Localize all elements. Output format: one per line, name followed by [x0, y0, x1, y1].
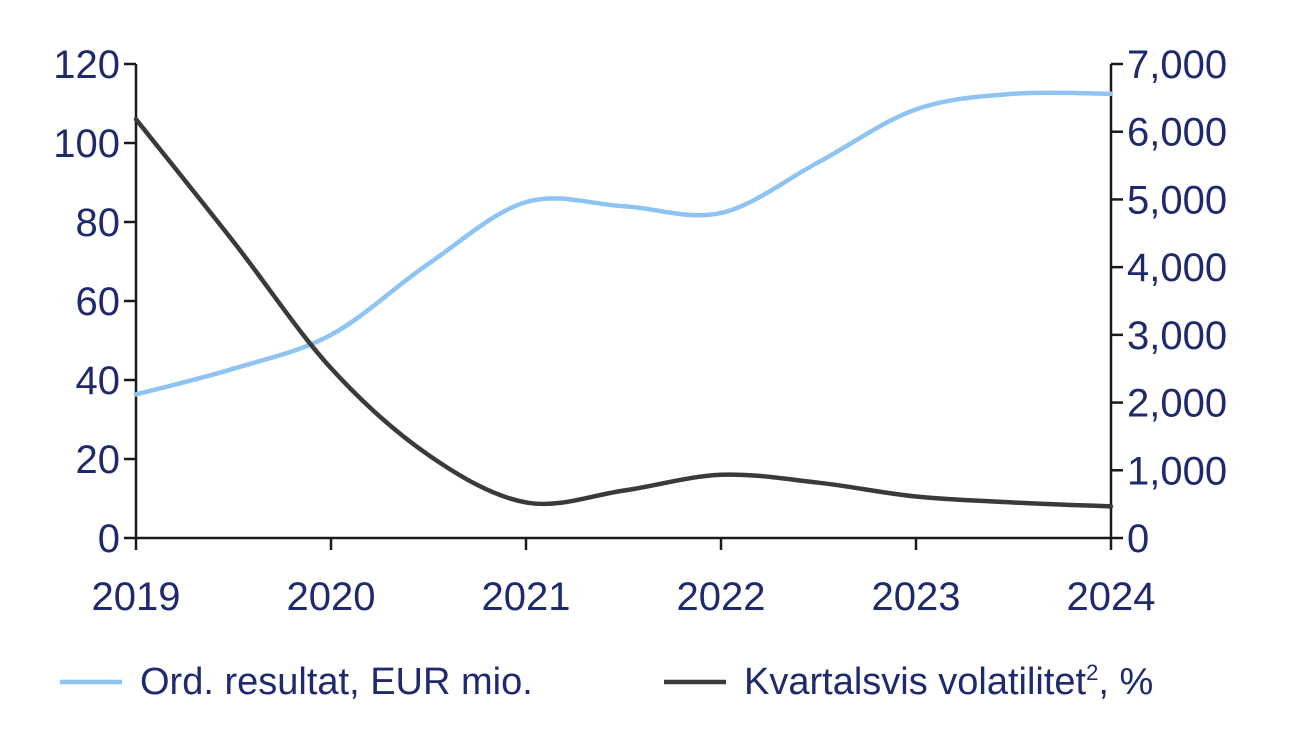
right-tick-label: 3,000 — [1127, 314, 1227, 358]
x-tick-label: 2021 — [482, 575, 571, 619]
left-tick-label: 0 — [98, 517, 120, 561]
x-tick-label: 2022 — [677, 575, 766, 619]
right-tick-label: 7,000 — [1127, 43, 1227, 87]
chart-series — [133, 90, 1114, 509]
x-tick-label: 2023 — [872, 575, 961, 619]
right-tick-label: 6,000 — [1127, 111, 1227, 155]
x-tick-label: 2019 — [92, 575, 181, 619]
right-axis-ticks: 0 1,000 2,000 3,000 4,000 5,000 6,000 7,000 — [1111, 43, 1227, 561]
legend-label-ord-resultat: Ord. resultat, EUR mio. — [140, 661, 533, 703]
right-tick-label: 1,000 — [1127, 449, 1227, 493]
right-tick-label: 5,000 — [1127, 178, 1227, 222]
right-tick-label: 2,000 — [1127, 382, 1227, 426]
right-tick-label: 0 — [1127, 517, 1149, 561]
left-tick-label: 40 — [76, 359, 121, 403]
left-axis-ticks: 0 20 40 60 80 100 120 — [53, 43, 136, 561]
x-tick-label: 2024 — [1067, 575, 1156, 619]
left-tick-label: 20 — [76, 438, 121, 482]
left-tick-label: 120 — [53, 43, 120, 87]
x-axis-ticks: 2019 2020 2021 2022 2023 2024 — [92, 538, 1156, 619]
chart-legend: Ord. resultat, EUR mio. Kvartalsvis volat… — [60, 660, 1153, 703]
x-tick-label: 2020 — [287, 575, 376, 619]
left-tick-label: 100 — [53, 122, 120, 166]
left-tick-label: 80 — [76, 201, 121, 245]
series-line-ord-resultat — [133, 90, 1114, 397]
chart-axes — [134, 64, 1113, 540]
right-tick-label: 4,000 — [1127, 246, 1227, 290]
left-tick-label: 60 — [76, 280, 121, 324]
legend-label-kvartalsvis-volatilitet: Kvartalsvis volatilitet2, % — [744, 660, 1153, 703]
series-line-kvartalsvis-volatilitet — [133, 117, 1114, 509]
